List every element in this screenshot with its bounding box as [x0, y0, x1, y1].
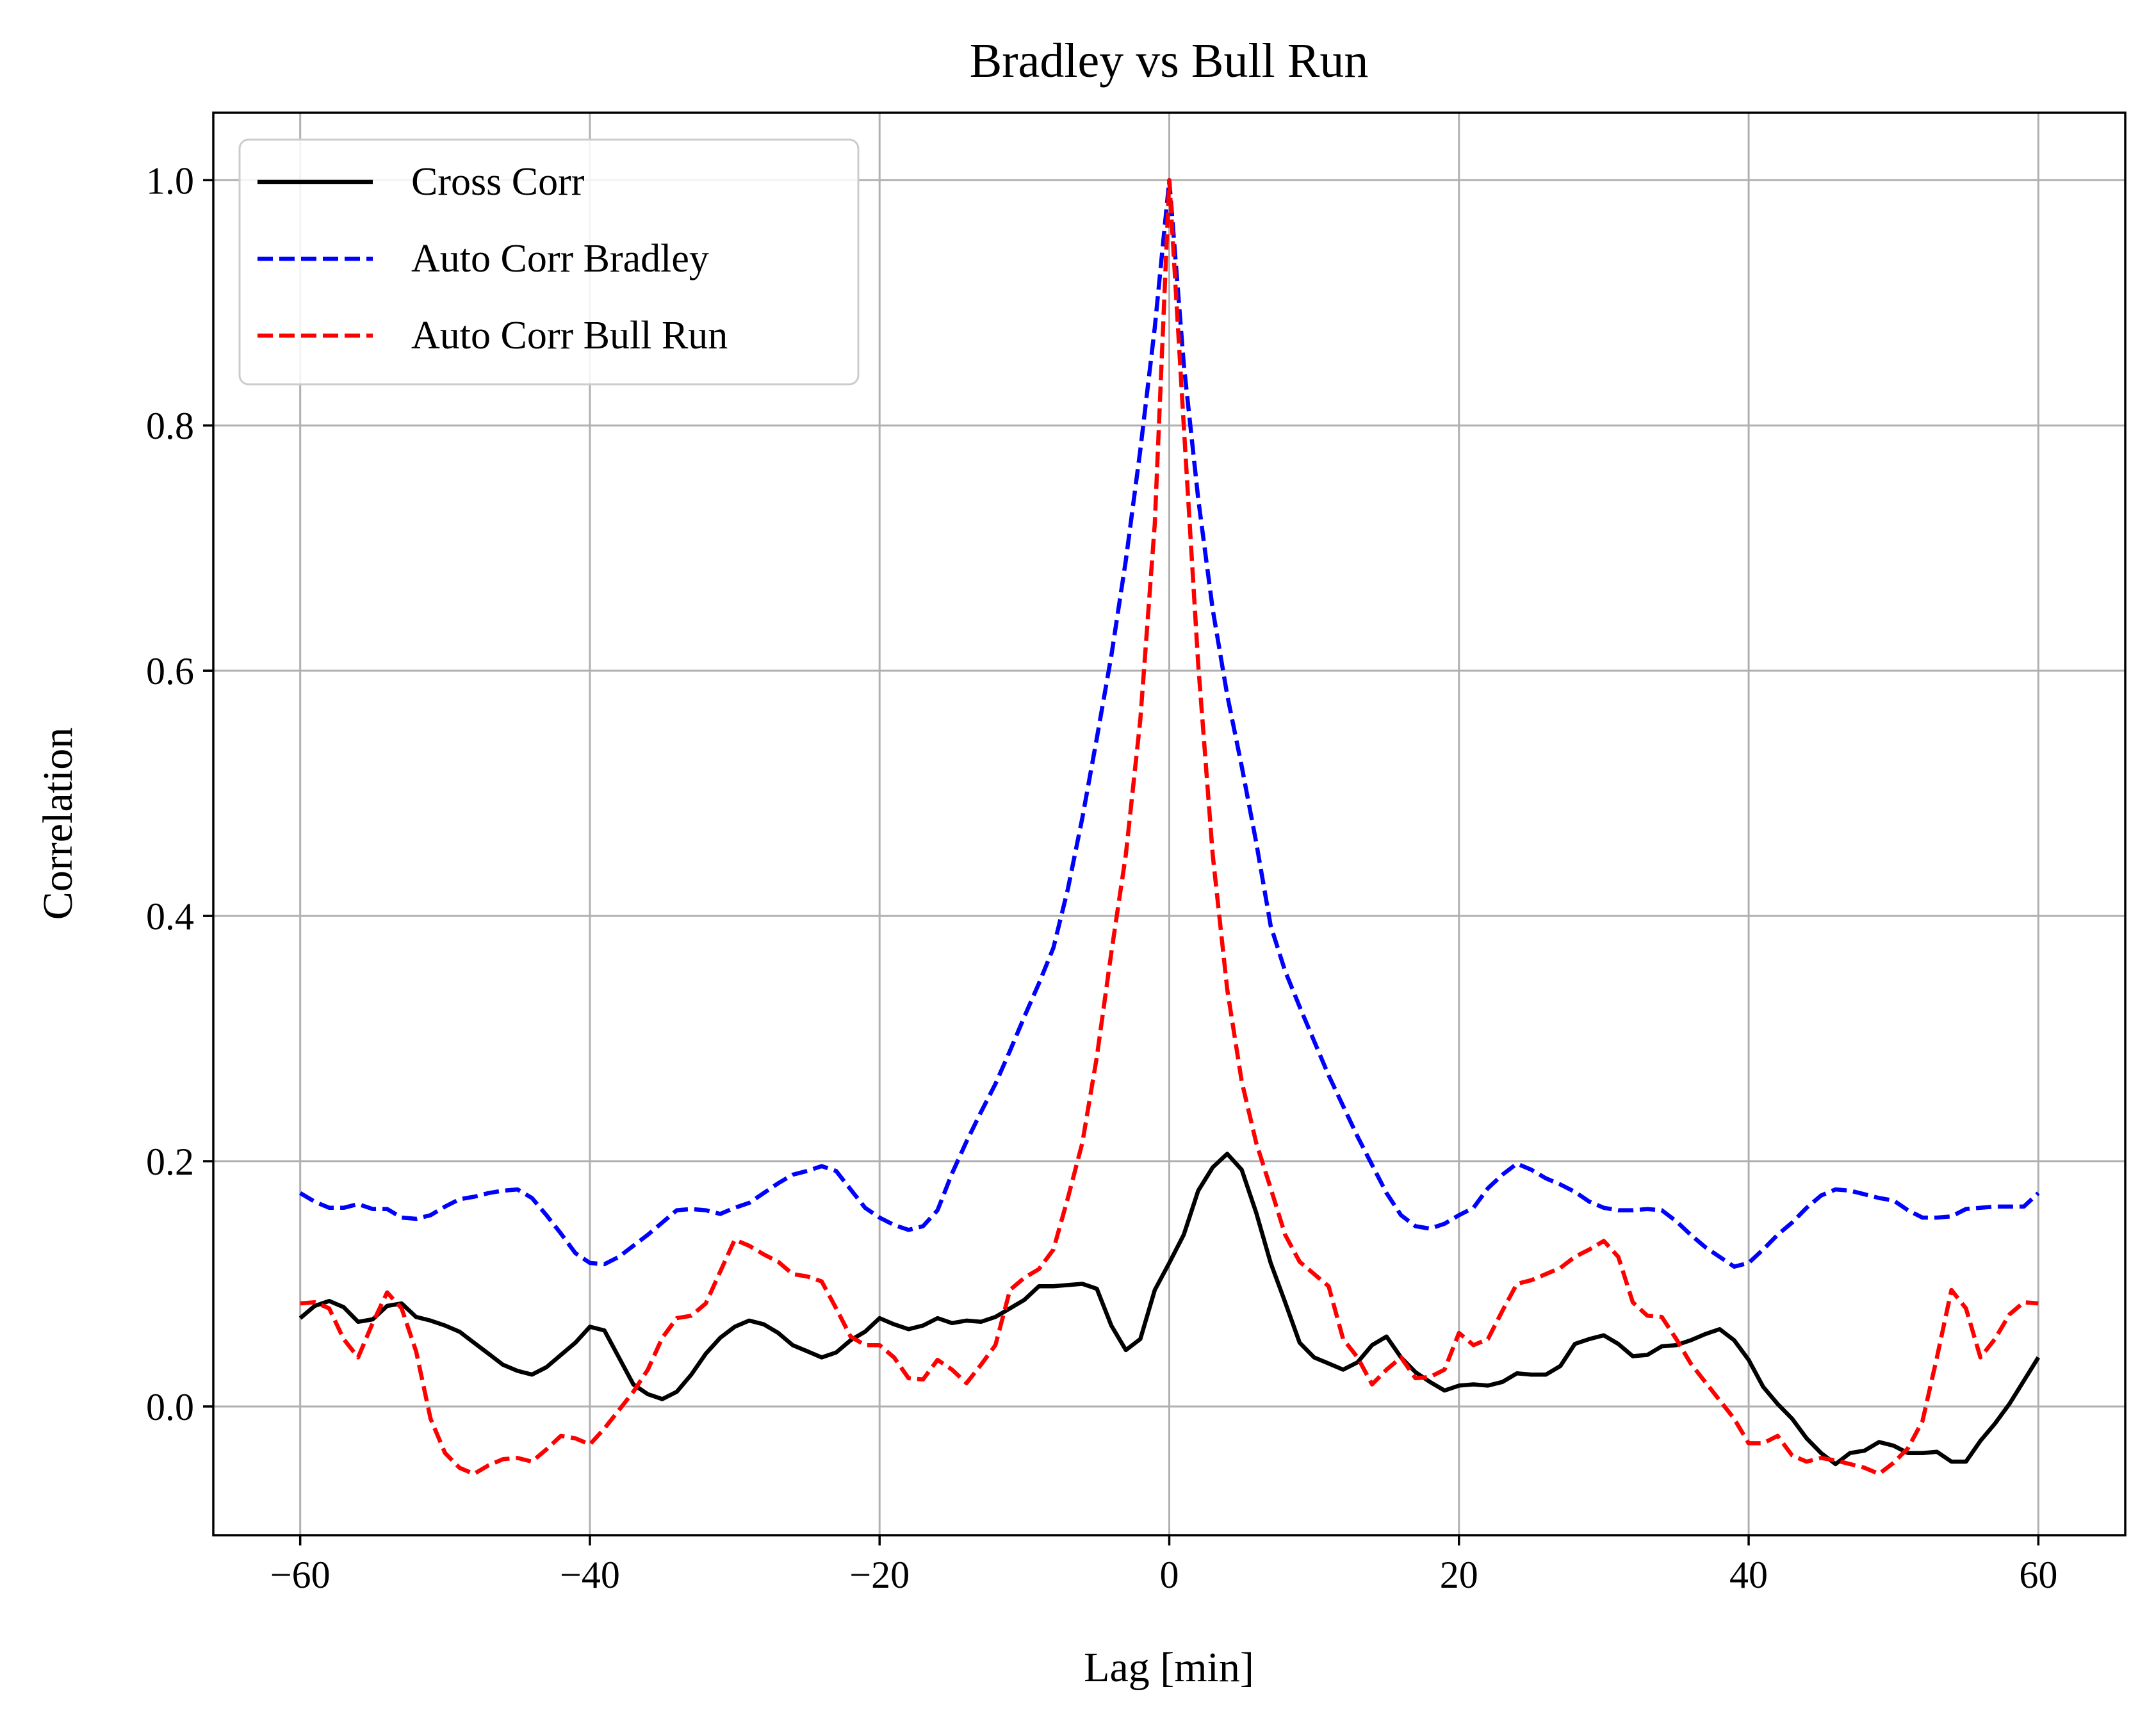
x-tick-label: 0 — [1160, 1554, 1179, 1596]
x-tick-label: 20 — [1440, 1554, 1478, 1596]
y-tick-label: 0.8 — [146, 405, 194, 447]
x-tick-label: −40 — [560, 1554, 620, 1596]
legend-box — [238, 138, 860, 386]
series-lines — [298, 178, 2041, 1476]
series-line-auto-corr-bull-run — [300, 178, 2039, 1476]
x-tick-label: 60 — [2019, 1554, 2057, 1596]
y-tick-label: 0.2 — [146, 1141, 194, 1183]
y-axis-label: Correlation — [35, 728, 81, 920]
grid-lines — [213, 113, 2125, 1535]
chart-title: Bradley vs Bull Run — [970, 34, 1369, 88]
x-tick-label: −20 — [849, 1554, 910, 1596]
x-axis-label: Lag [min] — [1084, 1644, 1254, 1691]
y-tick-label: 1.0 — [146, 159, 194, 202]
x-tick-label: 40 — [1729, 1554, 1768, 1596]
legend-label-cross-corr: Cross Corr — [411, 160, 585, 204]
legend-label-auto-corr-bull-run: Auto Corr Bull Run — [411, 314, 728, 357]
series-line-cross-corr — [298, 1152, 2041, 1467]
legend-label-auto-corr-bradley: Auto Corr Bradley — [411, 237, 709, 281]
legend: Cross Corr Auto Corr Bradley Auto Corr Bul… — [238, 138, 860, 386]
axis-ticks: −60 −40 −20 0 20 40 60 0.0 0.2 0.4 0.6 0.8 1.0 — [146, 159, 2057, 1596]
y-tick-label: 0.4 — [146, 895, 194, 938]
y-tick-label: 0.0 — [146, 1386, 194, 1428]
y-tick-label: 0.6 — [146, 650, 194, 692]
x-tick-label: −60 — [270, 1554, 331, 1596]
